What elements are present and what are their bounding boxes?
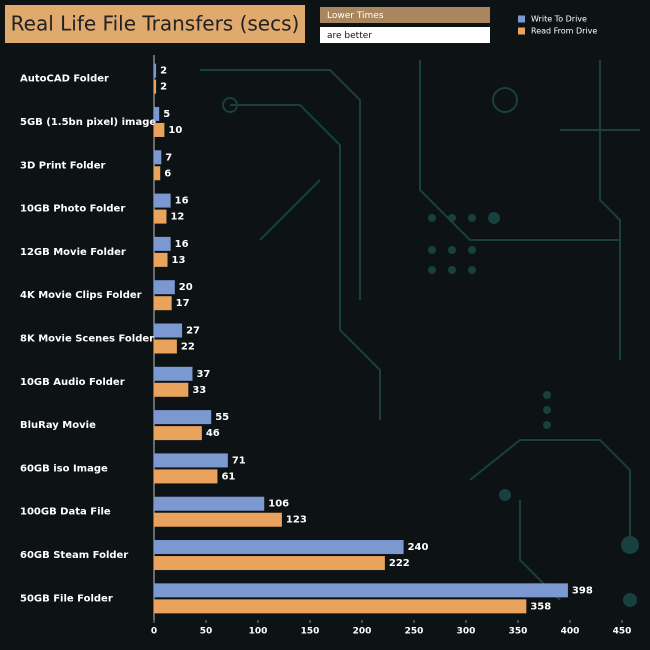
x-tick-label: 200 <box>353 627 372 637</box>
value-label: 2 <box>160 66 167 77</box>
title-box <box>5 5 305 43</box>
x-tick-label: 150 <box>301 627 320 637</box>
value-label: 240 <box>408 542 429 553</box>
x-tick-label: 300 <box>457 627 476 637</box>
bar <box>154 236 171 251</box>
annotation-box <box>320 27 490 43</box>
value-label: 16 <box>175 196 189 207</box>
value-label: 12 <box>170 212 184 223</box>
x-tick-label: 100 <box>249 627 268 637</box>
bar <box>154 63 157 78</box>
value-label: 16 <box>175 239 189 250</box>
annotation: are better <box>327 31 372 41</box>
value-label: 55 <box>215 412 229 423</box>
annotation: Lower Times <box>327 11 384 21</box>
bar <box>154 339 177 354</box>
value-label: 20 <box>179 282 193 293</box>
value-label: 6 <box>164 168 171 179</box>
category-label: 8K Movie Scenes Folder <box>20 334 154 345</box>
legend-label: Write To Drive <box>531 15 587 24</box>
value-label: 61 <box>221 471 235 482</box>
value-label: 222 <box>389 558 410 569</box>
category-label: BluRay Movie <box>20 420 96 431</box>
value-label: 106 <box>268 499 289 510</box>
bar <box>154 469 218 484</box>
value-label: 22 <box>181 342 195 353</box>
value-label: 37 <box>196 369 210 380</box>
legend-label: Read From Drive <box>531 27 597 36</box>
bar <box>154 382 189 397</box>
category-label: 10GB Audio Folder <box>20 377 125 388</box>
value-label: 46 <box>206 428 220 439</box>
category-label: 12GB Movie Folder <box>20 247 126 258</box>
bar <box>154 426 202 441</box>
x-tick-label: 0 <box>151 627 157 637</box>
x-tick-label: 450 <box>613 627 632 637</box>
category-label: 10GB Photo Folder <box>20 204 125 215</box>
category-label: 50GB File Folder <box>20 593 113 604</box>
bar <box>154 280 175 295</box>
category-label: 5GB (1.5bn pixel) image <box>20 117 156 128</box>
bar <box>154 323 183 338</box>
legend-swatch <box>518 27 525 35</box>
value-label: 33 <box>192 385 206 396</box>
value-label: 27 <box>186 326 200 337</box>
bar <box>154 512 282 527</box>
bar <box>154 252 168 267</box>
bar <box>154 79 157 94</box>
bar <box>154 166 161 181</box>
category-label: AutoCAD Folder <box>20 74 109 85</box>
chart-title: Real Life File Transfers (secs) <box>11 12 300 36</box>
bar <box>154 122 165 137</box>
bar <box>154 296 172 311</box>
bar <box>154 410 212 425</box>
bar <box>154 496 265 511</box>
bar <box>154 453 228 468</box>
category-label: 60GB Steam Folder <box>20 550 128 561</box>
value-label: 71 <box>232 455 246 466</box>
value-label: 398 <box>572 585 593 596</box>
bar <box>154 150 162 165</box>
category-label: 4K Movie Clips Folder <box>20 290 142 301</box>
legend-swatch <box>518 15 525 23</box>
bar <box>154 540 404 555</box>
x-tick-label: 50 <box>200 627 213 637</box>
category-label: 100GB Data File <box>20 507 111 518</box>
circuit-decoration <box>200 60 640 607</box>
value-label: 358 <box>530 601 551 612</box>
value-label: 13 <box>172 255 186 266</box>
x-tick-label: 400 <box>561 627 580 637</box>
value-label: 10 <box>168 125 182 136</box>
value-label: 2 <box>160 82 167 93</box>
bar <box>154 599 527 614</box>
category-label: 60GB iso Image <box>20 463 108 474</box>
value-label: 123 <box>286 515 307 526</box>
x-tick-label: 350 <box>509 627 528 637</box>
category-label: 3D Print Folder <box>20 160 105 171</box>
bar <box>154 106 160 121</box>
bar <box>154 556 385 571</box>
value-label: 5 <box>163 109 170 120</box>
bar <box>154 193 171 208</box>
bar <box>154 583 568 598</box>
value-label: 17 <box>176 298 190 309</box>
x-tick-label: 250 <box>405 627 424 637</box>
value-label: 7 <box>165 152 172 163</box>
bar <box>154 209 167 224</box>
bar <box>154 366 193 381</box>
annotation-box <box>320 7 490 23</box>
